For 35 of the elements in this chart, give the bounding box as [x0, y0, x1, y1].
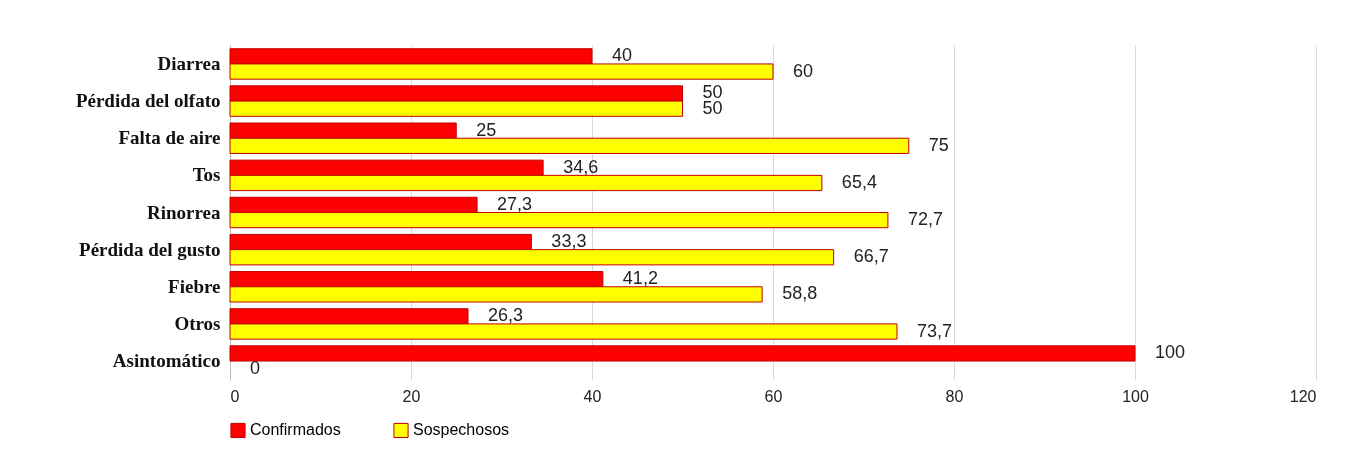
data-label: 75: [928, 134, 949, 155]
y-tick-label: Fiebre: [168, 275, 221, 297]
y-tick-label: Pérdida del olfato: [75, 90, 221, 112]
y-tick-label: Pérdida del gusto: [79, 238, 221, 260]
data-label: 50: [702, 97, 723, 118]
x-tick-label: 0: [230, 387, 240, 405]
data-label: 0: [250, 357, 261, 378]
data-label: 26,3: [488, 305, 524, 326]
x-tick-label: 60: [764, 387, 783, 405]
x-tick-label: 80: [945, 387, 964, 405]
data-label: 60: [793, 60, 814, 81]
x-tick-label: 120: [1289, 387, 1317, 405]
y-tick-label: Diarrea: [157, 52, 221, 74]
data-label: 73,7: [916, 320, 953, 341]
legend-label: Sospechosos: [413, 421, 510, 439]
x-tick-label: 100: [1122, 387, 1149, 405]
y-tick-label: Otros: [174, 312, 221, 334]
data-label: 41,2: [622, 268, 658, 289]
data-label: 100: [1155, 342, 1186, 363]
x-tick-label: 40: [583, 387, 602, 405]
legend-label: Confirmados: [250, 421, 341, 439]
data-label: 34,6: [563, 156, 599, 177]
y-tick-label: Rinorrea: [146, 201, 221, 223]
y-tick-label: Asintomático: [112, 350, 221, 372]
data-label: 72,7: [907, 209, 943, 230]
data-label: 40: [612, 45, 633, 66]
data-label: 25: [476, 119, 497, 140]
data-label: 66,7: [853, 246, 889, 267]
y-tick-label: Tos: [192, 164, 221, 186]
data-label: 58,8: [782, 283, 818, 304]
x-tick-label: 20: [402, 387, 421, 405]
data-label: 65,4: [841, 171, 877, 192]
data-label: 33,3: [551, 231, 587, 252]
data-label: 27,3: [497, 193, 533, 214]
y-tick-label: Falta de aire: [118, 127, 221, 149]
